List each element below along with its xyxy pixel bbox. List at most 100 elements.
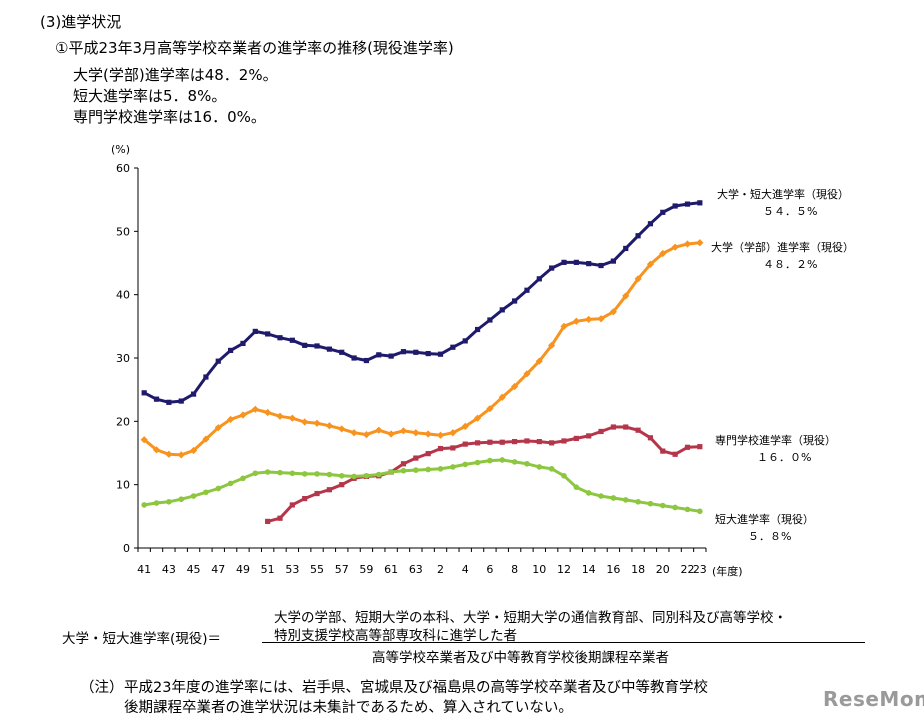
data-point — [524, 438, 530, 444]
data-point — [413, 467, 419, 473]
data-point — [190, 493, 197, 499]
data-point — [141, 502, 147, 508]
x-tick-label: 53 — [285, 563, 299, 576]
data-point — [264, 469, 271, 475]
data-point — [609, 308, 617, 316]
series-label-univ-jc: 大学・短大進学率（現役） — [717, 187, 849, 201]
data-point — [474, 326, 481, 333]
data-point — [178, 398, 184, 404]
data-point — [672, 504, 678, 511]
data-point — [376, 352, 382, 358]
data-point — [189, 446, 198, 455]
data-point — [153, 396, 160, 402]
data-point — [276, 412, 284, 420]
data-point — [697, 200, 703, 206]
x-tick-label: 57 — [335, 563, 349, 576]
data-point — [264, 408, 272, 417]
x-tick-label: 55 — [310, 563, 324, 576]
data-point — [412, 429, 420, 437]
data-point — [140, 436, 148, 444]
data-point — [511, 382, 519, 391]
data-point — [339, 482, 345, 488]
data-point — [450, 445, 456, 451]
data-point — [561, 473, 567, 479]
x-tick-label: 20 — [656, 563, 670, 576]
data-point — [363, 473, 370, 479]
data-point — [227, 415, 235, 424]
data-point — [363, 357, 370, 364]
series-3 — [141, 457, 703, 515]
data-point — [338, 425, 346, 433]
data-point — [499, 457, 506, 463]
data-point — [424, 430, 432, 438]
data-point — [289, 502, 295, 508]
note-label: （注） — [80, 680, 124, 696]
data-point — [301, 471, 308, 477]
data-point — [338, 473, 345, 479]
data-point — [672, 203, 678, 209]
data-point — [585, 490, 592, 496]
data-point — [523, 370, 531, 378]
data-point — [277, 515, 283, 521]
data-point — [683, 240, 692, 248]
data-point — [548, 341, 556, 349]
x-tick-label: 8 — [511, 563, 518, 576]
data-point — [536, 464, 543, 470]
data-point — [288, 414, 296, 422]
x-tick-label: 59 — [359, 563, 373, 576]
data-point — [289, 470, 296, 477]
data-point — [572, 317, 580, 325]
x-tick-label: 12 — [557, 563, 571, 576]
y-axis-unit: (%) — [111, 143, 130, 156]
data-point — [536, 276, 542, 282]
data-point — [165, 450, 173, 458]
data-point — [461, 422, 469, 430]
data-point — [573, 484, 580, 491]
series-line — [143, 458, 701, 513]
data-point — [524, 287, 530, 293]
x-tick-label: 43 — [162, 563, 176, 576]
resemom-logo: ReseMom — [823, 687, 924, 711]
x-tick-label: 22 — [680, 563, 694, 576]
data-point — [474, 440, 481, 446]
data-point — [498, 393, 506, 401]
data-point — [462, 441, 468, 447]
data-point — [646, 260, 655, 268]
data-point — [239, 411, 247, 419]
data-point — [400, 349, 407, 355]
series-end-labels: 大学・短大進学率（現役） ５４．５% 大学（学部）進学率（現役） ４８．２% 専… — [711, 187, 854, 543]
x-tick-label: 14 — [582, 563, 596, 576]
data-point — [302, 496, 308, 502]
data-point — [660, 209, 666, 215]
data-point — [251, 405, 259, 413]
note-line2: 後期課程卒業者の進学状況は未集計であるため、算入されていない。 — [124, 700, 573, 716]
data-point — [265, 518, 271, 524]
data-point — [375, 426, 383, 434]
data-point — [301, 418, 309, 426]
data-point — [499, 439, 505, 445]
data-point — [561, 259, 567, 265]
data-point — [400, 461, 407, 467]
data-point — [610, 495, 617, 501]
data-point — [473, 414, 482, 422]
data-point — [450, 344, 456, 350]
data-point — [437, 466, 444, 472]
data-point — [351, 473, 357, 480]
fact-university-rate: 大学(学部)進学率は48．2%。 — [73, 66, 278, 84]
data-point — [659, 502, 666, 509]
data-point — [586, 433, 592, 439]
data-point — [585, 315, 593, 323]
data-point — [425, 350, 431, 357]
data-point — [425, 466, 431, 473]
series-1 — [140, 239, 704, 459]
data-point — [684, 444, 691, 450]
y-tick-label: 60 — [116, 162, 130, 175]
data-point — [375, 471, 382, 478]
series-value-vocational: １６．０% — [757, 451, 811, 464]
data-point — [141, 390, 147, 396]
data-point — [202, 435, 210, 443]
data-point — [549, 440, 555, 446]
data-point — [326, 487, 332, 493]
data-point — [362, 431, 371, 439]
